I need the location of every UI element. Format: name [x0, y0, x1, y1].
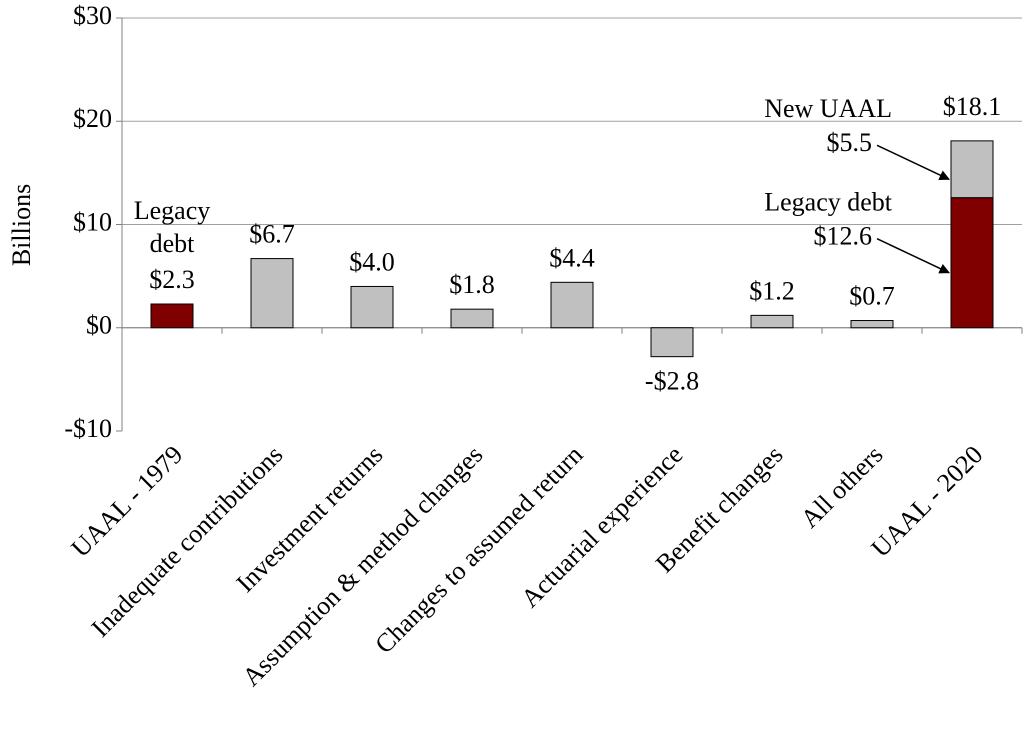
y-tick-label: $0: [86, 311, 112, 340]
x-tick-label: Changes to assumed return: [369, 440, 588, 659]
value-label: $4.4: [549, 243, 595, 272]
y-tick-label: $10: [73, 207, 112, 236]
bar: [950, 197, 994, 329]
value-label: $1.2: [749, 276, 795, 305]
total-label: $18.1: [943, 92, 1002, 121]
value-label: $0.7: [849, 281, 895, 310]
value-label: $1.8: [449, 270, 495, 299]
arrow: [876, 144, 950, 180]
y-tick-label: -$10: [64, 414, 112, 443]
series-label: Legacy debt: [764, 188, 893, 217]
value-label: $2.3: [149, 265, 195, 294]
bar: [650, 327, 694, 358]
value-label: -$2.8: [645, 367, 699, 396]
bar: [150, 303, 194, 329]
x-tick-label: All others: [795, 440, 889, 534]
y-tick-label: $30: [73, 1, 112, 30]
bar: [550, 281, 594, 329]
bar: [250, 258, 294, 329]
bar: [450, 308, 494, 329]
series-label: Legacy debt: [134, 196, 211, 258]
bar: [850, 320, 894, 329]
x-tick-label: Inadequate contributions: [86, 440, 289, 643]
arrow: [876, 238, 950, 274]
bar: [950, 140, 994, 199]
y-tick-label: $20: [73, 104, 112, 133]
bar: [350, 285, 394, 329]
value-label: $5.5: [827, 128, 873, 157]
bar: [750, 314, 794, 329]
value-label: $4.0: [349, 247, 395, 276]
series-label: New UAAL: [764, 94, 892, 123]
value-label: $6.7: [249, 220, 295, 249]
y-axis-label: Billions: [7, 184, 36, 266]
value-label: $12.6: [814, 222, 873, 251]
